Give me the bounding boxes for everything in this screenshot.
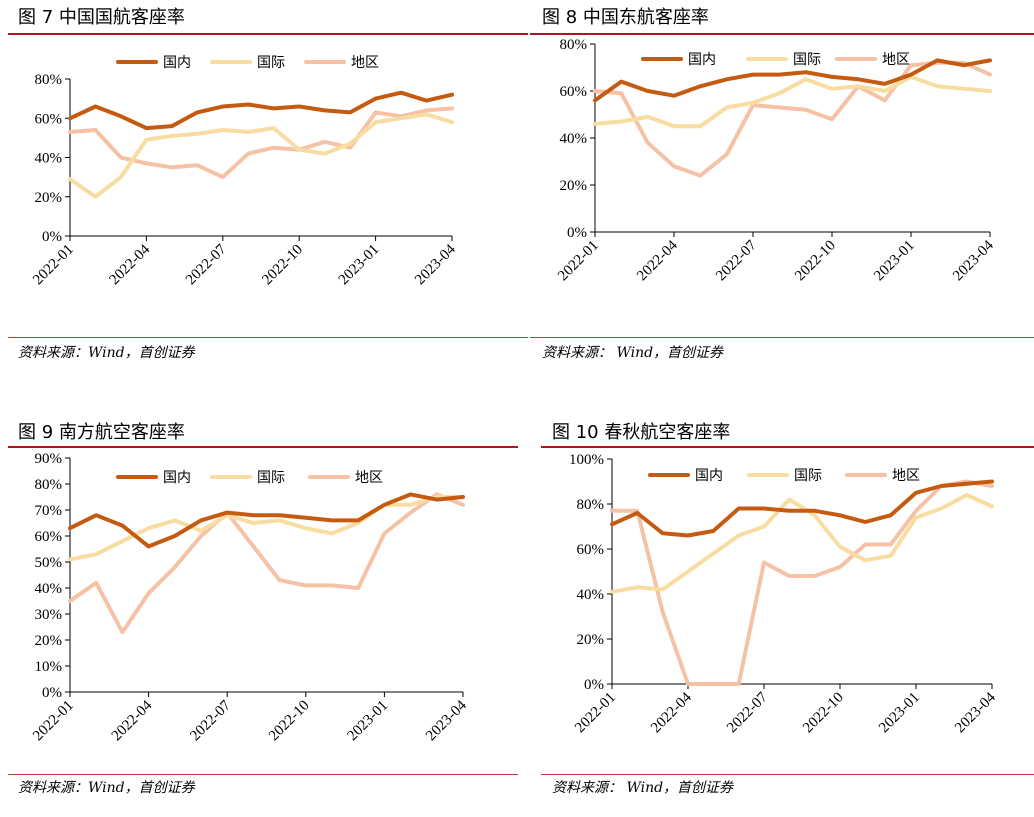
title-rule <box>530 33 1034 35</box>
y-tick-label: 40% <box>577 587 605 603</box>
y-tick-label: 0% <box>567 225 587 241</box>
y-tick-label: 80% <box>35 72 63 88</box>
chart-panel-air-china: 图 7 中国国航客座率 0% 20% 40% 60% 80% 2022-01 2022-04… <box>0 0 528 402</box>
y-tick-label: 30% <box>35 607 63 623</box>
chart-panel-china-southern: 图 9 南方航空客座率 0% 10% 20% 30% 40% 50% 60% 70% 80% 90… <box>0 415 518 817</box>
y-tick-label: 80% <box>577 497 605 513</box>
x-tick-label: 2023-01 <box>876 690 923 737</box>
y-tick-label: 20% <box>35 190 63 206</box>
y-tick-label: 80% <box>35 477 63 493</box>
line-chart-china-eastern: 0% 20% 40% 60% 80% 2022-01 2022-04 2022-07 2022-… <box>555 37 997 285</box>
line-chart-air-china: 0% 20% 40% 60% 80% 2022-01 2022-04 2022-07 2022-… <box>30 55 459 289</box>
x-tick-label: 2023-01 <box>345 698 392 745</box>
y-tick-label: 20% <box>577 632 605 648</box>
y-tick-label: 10% <box>35 659 63 675</box>
y-tick-label: 60% <box>577 542 605 558</box>
legend-label-international: 国际 <box>257 470 285 486</box>
legend-label-domestic: 国内 <box>695 468 723 484</box>
chart-panel-china-eastern: 图 8 中国东航客座率 0% 20% 40% 60% 80% 2022-01 2022-04… <box>517 0 1034 402</box>
source-rule <box>8 774 518 775</box>
series-line-international <box>610 493 994 594</box>
series-line-domestic <box>593 58 992 103</box>
x-tick-label: 2022-01 <box>555 238 602 285</box>
x-tick-label: 2023-01 <box>871 238 918 285</box>
line-chart-spring-airlines: 0% 20% 40% 60% 80% 100% 2022-01 2022-04 2022-07 2… <box>569 452 999 737</box>
x-tick-label: 2022-07 <box>724 689 771 736</box>
series-line-domestic <box>68 492 465 549</box>
x-tick-label: 2022-01 <box>572 690 619 737</box>
x-tick-label: 2022-01 <box>30 698 77 745</box>
title-rule <box>8 33 528 35</box>
legend-label-regional: 地区 <box>351 55 379 71</box>
y-tick-label: 70% <box>35 503 63 519</box>
x-tick-label: 2023-04 <box>950 237 997 284</box>
y-tick-label: 60% <box>35 111 63 127</box>
x-tick-label: 2022-04 <box>109 697 156 744</box>
chart-title: 图 7 中国国航客座率 <box>18 7 185 28</box>
chart-title: 图 9 南方航空客座率 <box>18 422 185 443</box>
x-tick-label: 2022-07 <box>187 697 234 744</box>
series-line-international <box>593 74 992 129</box>
x-tick-label: 2022-04 <box>648 689 695 736</box>
x-tick-label: 2022-01 <box>30 242 77 289</box>
x-tick-label: 2022-10 <box>266 698 313 745</box>
y-tick-label: 20% <box>560 178 588 194</box>
title-rule <box>541 446 1034 448</box>
source-note: 资料来源： Wind，首创证券 <box>542 345 724 361</box>
x-tick-label: 2022-10 <box>259 242 306 289</box>
legend-label-international: 国际 <box>793 52 821 68</box>
source-rule <box>541 774 1034 775</box>
x-tick-label: 2022-07 <box>713 237 760 284</box>
chart-title: 图 8 中国东航客座率 <box>542 7 709 28</box>
y-tick-label: 40% <box>560 131 588 147</box>
title-rule <box>8 446 518 448</box>
y-tick-label: 0% <box>42 229 62 245</box>
y-tick-label: 60% <box>560 84 588 100</box>
x-tick-label: 2023-04 <box>423 697 470 744</box>
chart-panel-spring-airlines: 图 10 春秋航空客座率 0% 20% 40% 60% 80% 100% 2022-01 20… <box>517 415 1034 817</box>
series-line-regional <box>68 492 465 635</box>
legend-label-domestic: 国内 <box>688 52 716 68</box>
y-tick-label: 0% <box>42 685 62 701</box>
legend-label-regional: 地区 <box>892 468 920 484</box>
y-tick-label: 60% <box>35 529 63 545</box>
y-tick-label: 80% <box>560 37 588 53</box>
y-tick-label: 40% <box>35 581 63 597</box>
x-tick-label: 2023-04 <box>952 689 999 736</box>
x-tick-label: 2023-04 <box>412 241 459 288</box>
y-tick-label: 100% <box>569 452 604 468</box>
x-tick-label: 2023-01 <box>336 242 383 289</box>
y-tick-label: 90% <box>35 451 63 467</box>
source-note: 资料来源：Wind，首创证券 <box>18 780 195 796</box>
source-rule <box>8 337 528 338</box>
source-note: 资料来源： Wind，首创证券 <box>552 780 734 796</box>
series-line-domestic <box>68 90 454 131</box>
source-note: 资料来源：Wind，首创证券 <box>18 345 195 361</box>
legend-label-international: 国际 <box>794 468 822 484</box>
series-line-regional <box>593 60 992 178</box>
series-line-domestic <box>610 479 994 538</box>
series-line-regional <box>610 479 994 686</box>
y-tick-label: 20% <box>35 633 63 649</box>
x-tick-label: 2022-04 <box>634 237 681 284</box>
source-rule <box>530 337 1034 338</box>
y-tick-label: 0% <box>584 677 604 693</box>
legend-label-domestic: 国内 <box>163 470 191 486</box>
series-line-international <box>68 112 454 199</box>
legend-label-international: 国际 <box>257 55 285 71</box>
legend-label-regional: 地区 <box>355 470 383 486</box>
series-line-international <box>68 495 465 562</box>
legend-label-regional: 地区 <box>882 52 910 68</box>
x-tick-label: 2022-04 <box>107 241 154 288</box>
x-tick-label: 2022-10 <box>800 690 847 737</box>
y-tick-label: 40% <box>35 151 63 167</box>
line-chart-china-southern: 0% 10% 20% 30% 40% 50% 60% 70% 80% 90% 2022-01 2022… <box>30 451 470 745</box>
y-tick-label: 50% <box>35 555 63 571</box>
x-tick-label: 2022-07 <box>183 241 230 288</box>
legend-label-domestic: 国内 <box>163 55 191 71</box>
x-tick-label: 2022-10 <box>792 238 839 285</box>
chart-title: 图 10 春秋航空客座率 <box>552 422 731 443</box>
